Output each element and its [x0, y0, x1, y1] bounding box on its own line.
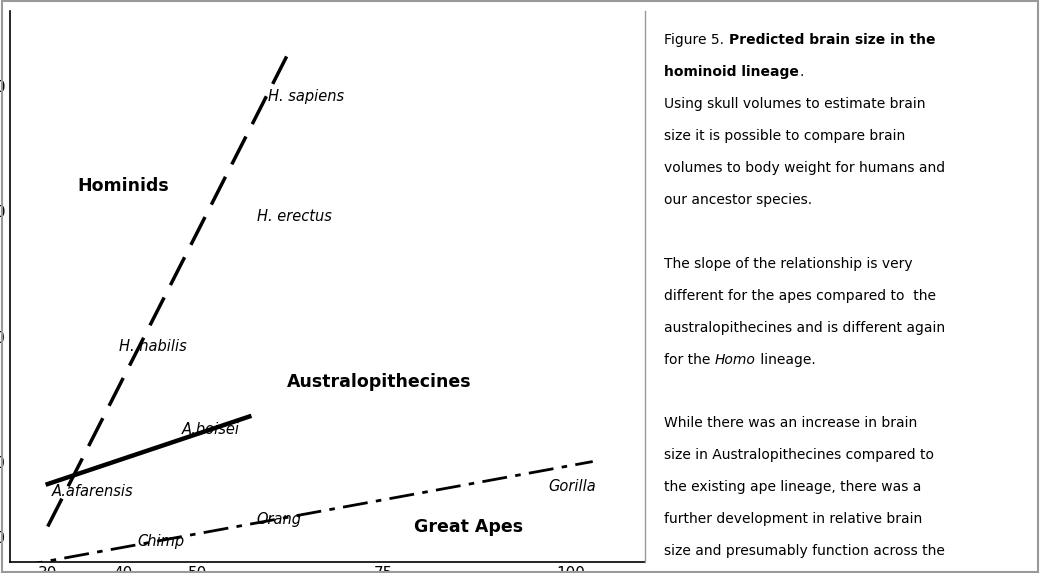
Text: lineage.: lineage.	[756, 352, 815, 367]
Text: Homo: Homo	[714, 352, 756, 367]
Text: hominoid lineage: hominoid lineage	[665, 65, 799, 80]
Text: Predicted brain size in the: Predicted brain size in the	[729, 33, 935, 48]
Text: While there was an increase in brain: While there was an increase in brain	[665, 417, 917, 430]
Text: H. erectus: H. erectus	[257, 209, 332, 224]
Text: A.boisei: A.boisei	[182, 422, 240, 437]
Text: Using skull volumes to estimate brain: Using skull volumes to estimate brain	[665, 97, 926, 111]
Text: Figure 5.: Figure 5.	[665, 33, 729, 48]
Text: further development in relative brain: further development in relative brain	[665, 512, 922, 526]
Text: Chimp: Chimp	[137, 534, 184, 549]
Text: The slope of the relationship is very: The slope of the relationship is very	[665, 257, 913, 271]
Text: .: .	[799, 65, 804, 80]
Text: A.afarensis: A.afarensis	[51, 484, 133, 499]
Text: Australopithecines: Australopithecines	[287, 372, 471, 391]
Text: size it is possible to compare brain: size it is possible to compare brain	[665, 129, 906, 143]
Text: Great Apes: Great Apes	[414, 517, 523, 536]
Text: Hominids: Hominids	[78, 178, 170, 195]
Text: the existing ape lineage, there was a: the existing ape lineage, there was a	[665, 480, 921, 494]
Text: H. sapiens: H. sapiens	[268, 89, 344, 104]
Text: Orang: Orang	[257, 512, 302, 527]
Text: Gorilla: Gorilla	[548, 479, 596, 494]
Text: size and presumably function across the: size and presumably function across the	[665, 544, 945, 558]
Text: H. habilis: H. habilis	[119, 339, 186, 354]
Text: volumes to body weight for humans and: volumes to body weight for humans and	[665, 161, 945, 175]
Text: for the: for the	[665, 352, 714, 367]
Title: Brain Volume Relative to Body Size: Brain Volume Relative to Body Size	[156, 0, 499, 2]
Text: size in Australopithecines compared to: size in Australopithecines compared to	[665, 448, 934, 462]
Text: different for the apes compared to  the: different for the apes compared to the	[665, 289, 936, 303]
Text: australopithecines and is different again: australopithecines and is different agai…	[665, 321, 945, 335]
Text: our ancestor species.: our ancestor species.	[665, 193, 812, 207]
